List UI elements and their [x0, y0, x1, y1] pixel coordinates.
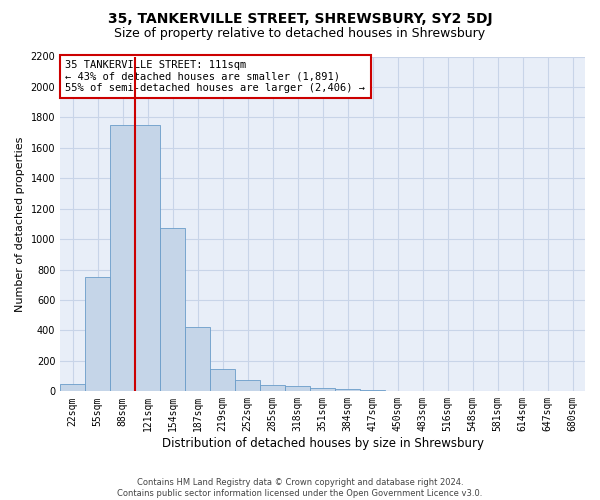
Bar — [285, 386, 310, 392]
Bar — [210, 368, 235, 392]
Bar — [185, 328, 210, 392]
Text: 35 TANKERVILLE STREET: 111sqm
← 43% of detached houses are smaller (1,891)
55% o: 35 TANKERVILLE STREET: 111sqm ← 43% of d… — [65, 60, 365, 93]
Text: Contains HM Land Registry data © Crown copyright and database right 2024.
Contai: Contains HM Land Registry data © Crown c… — [118, 478, 482, 498]
X-axis label: Distribution of detached houses by size in Shrewsbury: Distribution of detached houses by size … — [161, 437, 484, 450]
Text: Size of property relative to detached houses in Shrewsbury: Size of property relative to detached ho… — [115, 28, 485, 40]
Bar — [310, 388, 335, 392]
Bar — [260, 385, 285, 392]
Bar — [160, 228, 185, 392]
Bar — [135, 125, 160, 392]
Text: 35, TANKERVILLE STREET, SHREWSBURY, SY2 5DJ: 35, TANKERVILLE STREET, SHREWSBURY, SY2 … — [107, 12, 493, 26]
Bar — [85, 277, 110, 392]
Bar — [335, 388, 360, 392]
Bar — [360, 390, 385, 392]
Bar — [110, 125, 135, 392]
Bar — [235, 380, 260, 392]
Bar — [60, 384, 85, 392]
Y-axis label: Number of detached properties: Number of detached properties — [15, 136, 25, 312]
